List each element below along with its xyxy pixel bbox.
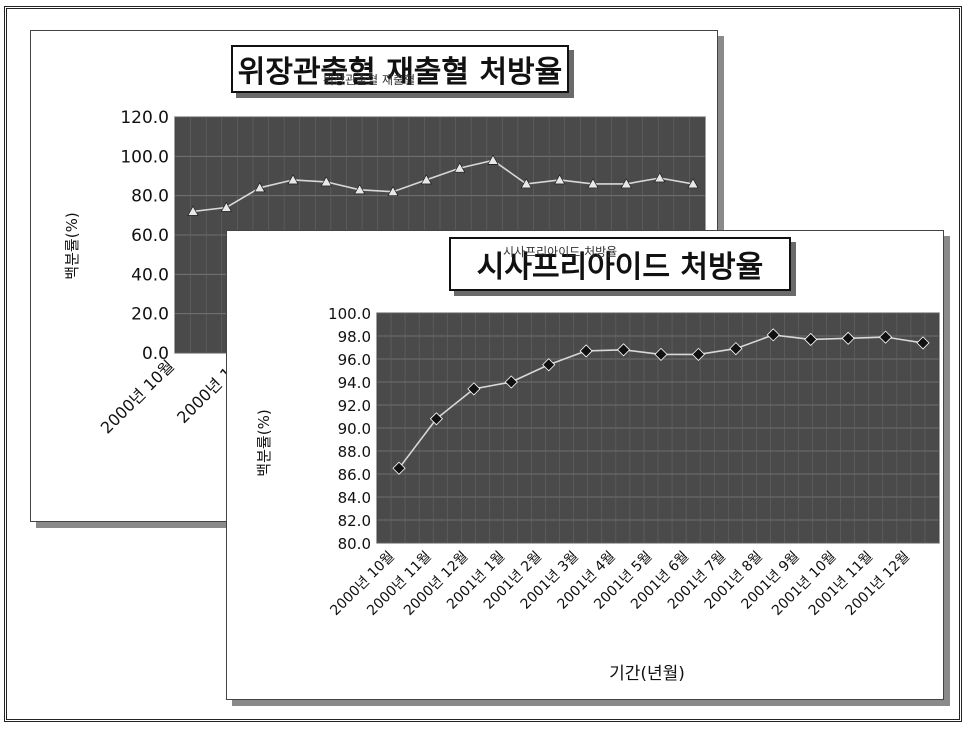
front-data-point <box>841 331 855 345</box>
back-data-point <box>287 174 299 185</box>
back-data-point <box>220 201 232 212</box>
back-data-point <box>454 162 466 173</box>
front-data-point <box>579 344 593 358</box>
back-data-point <box>387 186 399 197</box>
back-data-point <box>520 178 532 189</box>
front-ytick-label: 100.0 <box>328 305 371 323</box>
back-chart-title: 위장관출혈 재출혈 처방율 <box>231 45 569 93</box>
back-series-line <box>192 159 694 213</box>
front-data-point <box>804 332 818 347</box>
front-ytick-label: 80.0 <box>338 535 371 553</box>
back-data-point <box>254 182 266 193</box>
front-ytick-label: 88.0 <box>338 443 371 461</box>
front-chart-title: 시사프리아이드 처방율 <box>449 237 791 291</box>
front-chart-panel: 시사프리아이드 처방율 시사프리아이드 처방율 80.0 82.0 84.0 86.0… <box>226 230 944 700</box>
back-data-point <box>187 205 199 216</box>
front-ytick-label: 92.0 <box>338 397 371 415</box>
back-ytick-label: 20.0 <box>131 305 169 325</box>
front-ytick-label: 86.0 <box>338 466 371 484</box>
front-data-point <box>617 343 631 357</box>
front-ytick-label: 84.0 <box>338 489 371 507</box>
front-data-point <box>766 328 780 342</box>
front-data-point <box>691 347 705 361</box>
back-chart-legend: 위장관출혈 재출혈 <box>323 73 416 87</box>
back-data-point <box>687 178 699 189</box>
front-chart-legend: 시사프리아이드 처방율 <box>503 245 618 259</box>
back-data-point <box>487 154 499 165</box>
back-ytick-label: 100.0 <box>120 147 169 167</box>
back-y-axis-label: 백분률(%) <box>63 212 81 279</box>
front-chart-svg: 80.0 82.0 84.0 86.0 88.0 90.0 92.0 94.0 96.0 98.0… <box>255 305 940 684</box>
front-data-point <box>729 342 743 356</box>
back-ytick-label: 120.0 <box>120 108 169 128</box>
front-x-axis-label: 기간(년월) <box>609 664 685 684</box>
front-data-point <box>504 375 518 389</box>
front-data-point <box>542 358 556 372</box>
front-data-point <box>467 382 481 396</box>
back-data-point <box>554 174 566 185</box>
front-y-axis-label: 백분률(%) <box>255 409 273 476</box>
back-data-point <box>620 178 632 189</box>
back-data-point <box>587 178 599 189</box>
back-ytick-label: 60.0 <box>131 226 169 246</box>
front-data-point <box>879 330 893 344</box>
front-chart-title-text: 시사프리아이드 처방율 <box>476 250 764 285</box>
back-chart-title-text: 위장관출혈 재출혈 처방율 <box>237 55 563 90</box>
back-data-point <box>320 176 332 187</box>
front-ytick-label: 98.0 <box>338 328 371 346</box>
front-ytick-label: 90.0 <box>338 420 371 438</box>
back-data-point <box>654 172 666 183</box>
back-ytick-label: 80.0 <box>131 187 169 207</box>
back-ytick-label: 40.0 <box>131 265 169 285</box>
front-data-point <box>429 412 443 426</box>
front-ytick-label: 82.0 <box>338 512 371 530</box>
back-data-point <box>354 184 366 195</box>
front-data-point <box>392 461 406 475</box>
back-xtick-label: 2000년 10월 <box>97 356 178 437</box>
back-ytick-label: 0.0 <box>142 344 169 364</box>
front-ytick-label: 96.0 <box>338 351 371 369</box>
front-data-point <box>916 336 930 350</box>
front-data-point <box>654 347 668 361</box>
back-data-point <box>420 174 432 185</box>
front-ytick-label: 94.0 <box>338 374 371 392</box>
